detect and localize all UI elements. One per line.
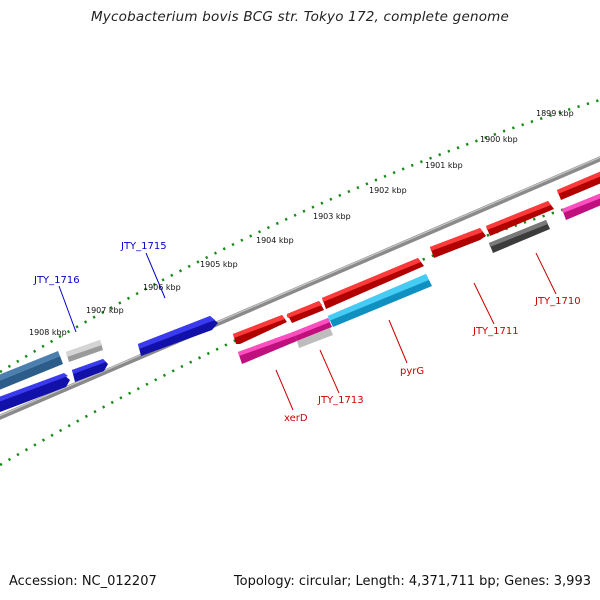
genome-backbone-highlight	[0, 156, 600, 417]
gene-jty-1710-block[interactable]	[489, 220, 550, 253]
scale-label-1907: 1907 kbp	[86, 306, 124, 315]
scale-label-1906: 1906 kbp	[143, 283, 181, 292]
gene-red-long[interactable]	[322, 258, 424, 309]
gene-red-2[interactable]	[287, 301, 324, 323]
gene-label-jty-1711: JTY_1711	[472, 326, 519, 337]
scale-label-1905: 1905 kbp	[200, 260, 238, 269]
gene-magenta-upper[interactable]	[562, 192, 600, 220]
topology-text: Topology: circular; Length: 4,371,711 bp…	[233, 574, 591, 589]
gene-grey-small-block[interactable]	[66, 340, 103, 362]
gene-xerd-block[interactable]	[238, 332, 297, 364]
gene-red-upper-2[interactable]	[557, 170, 600, 200]
gene-red-upper-1[interactable]	[486, 201, 554, 236]
gene-jty-1716-block[interactable]	[0, 351, 63, 390]
inner-scale-track	[0, 196, 600, 467]
gene-label-jty-1715: JTY_1715	[120, 241, 167, 252]
gene-red-1[interactable]	[233, 315, 287, 344]
forward-strand-genes	[233, 170, 600, 364]
gene-jty-1715-block[interactable]	[138, 316, 218, 356]
label-leaders	[58, 252, 557, 411]
scale-label-1908: 1908 kbp	[29, 328, 67, 337]
scale-label-1900: 1900 kbp	[480, 135, 518, 144]
scale-label-1904: 1904 kbp	[256, 236, 294, 245]
gene-blue-small[interactable]	[72, 359, 108, 382]
gene-blue-lower-left[interactable]	[0, 373, 70, 412]
scale-label-1902: 1902 kbp	[369, 186, 407, 195]
scale-labels: 1899 kbp 1900 kbp 1901 kbp 1902 kbp 1903…	[29, 109, 574, 337]
genome-backbone	[0, 156, 600, 420]
gene-jty-1711-block[interactable]	[430, 228, 486, 258]
scale-label-1903: 1903 kbp	[313, 212, 351, 221]
map-title: Mycobacterium bovis BCG str. Tokyo 172, …	[90, 9, 510, 25]
gene-labels: JTY_1716 JTY_1715 xerD JTY_1713 pyrG JTY…	[33, 241, 581, 424]
gene-label-jty-1716: JTY_1716	[33, 275, 80, 286]
reverse-strand-genes	[0, 316, 218, 412]
scale-label-1901: 1901 kbp	[425, 161, 463, 170]
scale-label-1899: 1899 kbp	[536, 109, 574, 118]
gene-label-xerd: xerD	[284, 413, 308, 424]
gene-label-pyrg: pyrG	[400, 366, 424, 377]
accession-text: Accession: NC_012207	[9, 574, 157, 589]
gene-pyrg-block[interactable]	[328, 274, 432, 327]
gene-jty-1713-block[interactable]	[293, 318, 333, 348]
gene-label-jty-1713: JTY_1713	[317, 395, 364, 406]
gene-label-jty-1710: JTY_1710	[534, 296, 581, 307]
